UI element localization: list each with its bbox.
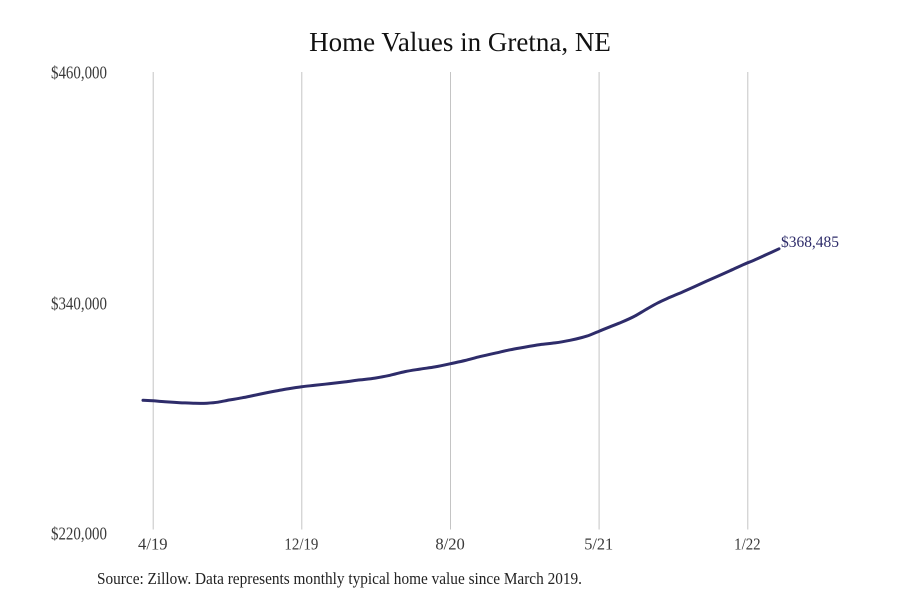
svg-text:Source: Zillow. Data represent: Source: Zillow. Data represents monthly … [97,569,582,588]
svg-text:8/20: 8/20 [435,534,465,553]
svg-text:$460,000: $460,000 [51,63,107,83]
svg-text:5/21: 5/21 [584,534,613,553]
svg-text:Home Values in Gretna, NE: Home Values in Gretna, NE [309,27,611,57]
svg-text:$220,000: $220,000 [51,524,107,544]
svg-text:$340,000: $340,000 [51,294,107,314]
svg-text:$368,485: $368,485 [781,234,839,251]
svg-text:12/19: 12/19 [284,534,318,553]
svg-text:4/19: 4/19 [138,534,168,553]
svg-text:1/22: 1/22 [734,534,761,553]
